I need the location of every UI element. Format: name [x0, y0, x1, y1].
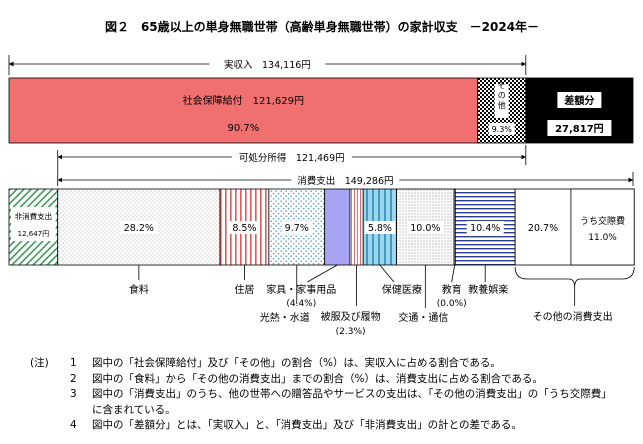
pct-food: 28.2%	[124, 223, 154, 234]
note-text: 図中の「社会保障給付」及び「その他」の割合（%）は、実収入に占める割合である。	[92, 357, 501, 369]
pct-bg-recreation	[466, 221, 504, 234]
note-text: 図中の「食料」から「その他の消費支出」までの割合（%）は、消費支出に占める割合で…	[92, 372, 543, 385]
label-food: 食料	[129, 283, 149, 296]
disposable-label-bg	[231, 151, 352, 163]
non-consumption-value: 12,647円	[18, 230, 50, 238]
note-text: 図中の「消費支出」のうち、他の世帯への贈答品やサービスの支出は、「その他の消費支…	[92, 388, 612, 400]
note-item: 3 図中の「消費支出」のうち、他の世帯への贈答品やサービスの支出は、「その他の消費…	[30, 387, 636, 403]
pct-transport: 10.0%	[410, 223, 440, 234]
chart-title: 図２ 65歳以上の単身無職世帯（高齢単身無職世帯）の家計収支 －2024年－	[105, 19, 539, 34]
pct-medical: 5.8%	[368, 223, 392, 234]
bar-social-security	[8, 77, 479, 144]
pct-utilities: 9.7%	[285, 223, 309, 234]
deficit-label: 差額分	[564, 94, 594, 107]
deficit-label-bg	[557, 92, 602, 108]
pct-furniture: (4.4%)	[286, 299, 316, 309]
label-transport: 交通・通信	[398, 311, 448, 324]
label-recreation: 教養娯楽	[468, 283, 508, 296]
pct-recreation: 10.4%	[470, 223, 500, 234]
leader-furniture	[307, 264, 338, 283]
non-consumption-label-bg	[11, 207, 56, 241]
consumption-label-bg	[291, 174, 400, 186]
note-item: 4 図中の「差額分」とは、「実収入」と、「消費支出」及び「非消費支出」の計との差で…	[30, 418, 636, 434]
other-income-pct: 9.3%	[492, 125, 513, 134]
brace-other-consumption	[514, 266, 635, 288]
note-number: 2	[70, 372, 77, 385]
bar-clothing	[349, 188, 364, 266]
label-medical: 保健医療	[382, 283, 422, 296]
other-income-label-bg	[494, 84, 509, 118]
social-expenses-label: うち交際費	[580, 215, 625, 227]
disposable-label: 可処分所得 121,469円	[239, 152, 345, 164]
label-education: 教育	[442, 283, 462, 296]
social-security-label: 社会保障給付 121,629円	[183, 94, 304, 107]
deficit-value-bg	[547, 120, 612, 136]
pct-housing: 8.5%	[232, 223, 256, 234]
deficit-value: 27,817円	[555, 123, 604, 135]
bar-social-expenses	[570, 188, 635, 266]
notes: (注) 1 図中の「社会保障給付」及び「その他」の割合（%）は、実収入に占める割合で…	[30, 356, 636, 434]
label-housing: 住居	[234, 283, 254, 296]
note-item: 2 図中の「食料」から「その他の消費支出」までの割合（%）は、消費支出に占める割合…	[30, 372, 636, 388]
other-income-pct-bg	[488, 123, 515, 135]
pct-clothing: (2.3%)	[336, 327, 366, 337]
non-consumption-label: 非消費支出	[15, 211, 53, 221]
pct-bg-food	[120, 221, 158, 234]
leader-medical	[379, 264, 395, 283]
note-marker: (注)	[30, 357, 49, 369]
note-item: (注) 1 図中の「社会保障給付」及び「その他」の割合（%）は、実収入に占める割合で…	[30, 356, 636, 372]
bar-furniture	[324, 188, 351, 266]
note-text: 図中の「差額分」とは、「実収入」と、「消費支出」及び「非消費支出」の計との差であ…	[92, 419, 522, 431]
social-security-pct: 90.7%	[227, 123, 259, 134]
note-number: 1	[70, 357, 77, 369]
other-income-label: その他	[498, 81, 506, 110]
pct-other_consumption: 20.7%	[528, 223, 558, 234]
label-utilities: 光熱・水道	[260, 311, 310, 324]
note-number: 3	[70, 388, 77, 400]
pct-bg-medical	[364, 221, 396, 234]
pct-bg-housing	[229, 221, 260, 234]
income-label: 実収入 134,116円	[224, 59, 311, 71]
label-clothing: 被服及び履物	[321, 310, 381, 323]
note-number: 4	[70, 419, 77, 431]
leader-education	[451, 264, 456, 283]
income-label-bg	[209, 58, 326, 70]
pct-bg-transport	[406, 221, 444, 234]
household-budget-chart: 図２ 65歳以上の単身無職世帯（高齢単身無職世帯）の家計収支 －2024年－ 実…	[8, 19, 635, 337]
pct-education: (0.0%)	[437, 299, 467, 309]
label-furniture: 家具・家事用品	[266, 283, 336, 296]
label-other_consumption: その他の消費支出	[533, 310, 613, 323]
consumption-label: 消費支出 149,286円	[297, 175, 393, 187]
pct-bg-utilities	[281, 221, 313, 234]
social-expenses-pct: 11.0%	[588, 233, 617, 243]
note-text-continued: に含まれている。	[92, 403, 176, 416]
